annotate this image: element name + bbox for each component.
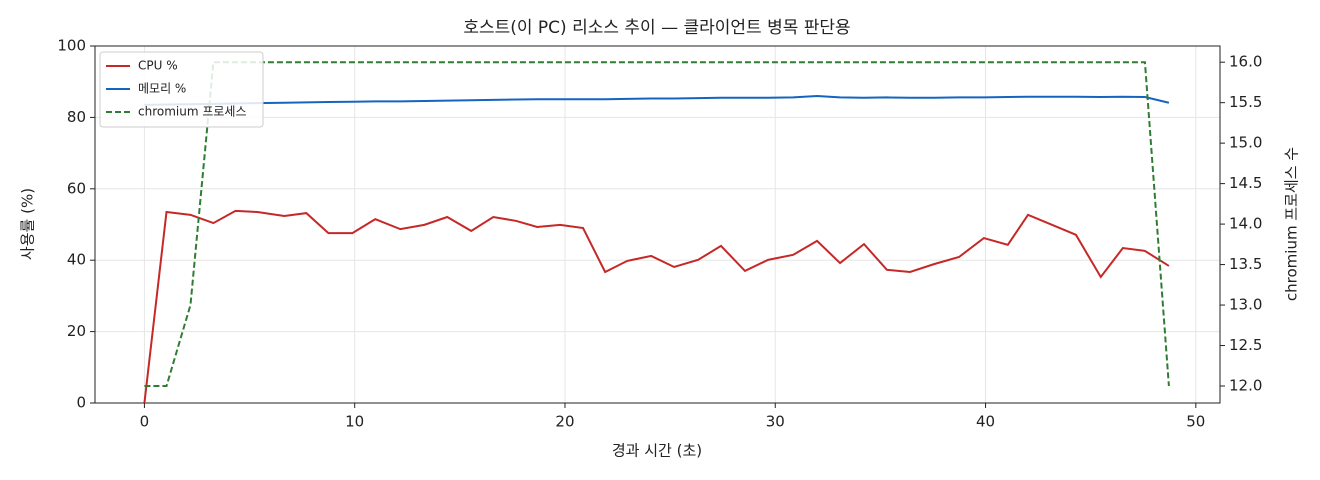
series-line — [144, 61, 1170, 387]
legend-label: chromium 프로세스 — [138, 105, 247, 119]
x-axis-label: 경과 시간 (초) — [612, 442, 702, 460]
x-tick-label: 40 — [976, 413, 995, 431]
y2-tick-label: 14.5 — [1229, 174, 1262, 192]
x-tick-label: 0 — [140, 413, 150, 431]
y-tick-label: 20 — [67, 322, 86, 340]
y2-tick-label: 15.0 — [1229, 134, 1262, 152]
x-tick-label: 10 — [345, 413, 364, 431]
x-tick-label: 30 — [766, 413, 785, 431]
y-tick-label: 80 — [67, 108, 86, 126]
chart-title: 호스트(이 PC) 리소스 추이 — 클라이언트 병목 판단용 — [463, 18, 850, 38]
legend: CPU % 메모리 % chromium 프로세스 — [99, 51, 264, 128]
legend-label: CPU % — [138, 59, 178, 73]
y-tick-label: 40 — [67, 251, 86, 269]
y2-tick-label: 13.0 — [1229, 296, 1262, 314]
plot-frame — [94, 45, 1221, 404]
legend-box — [99, 51, 264, 128]
x-tick-label: 20 — [555, 413, 574, 431]
series-line — [144, 94, 1170, 106]
y2-tick-label: 13.5 — [1229, 255, 1262, 273]
y-tick-label: 60 — [67, 179, 86, 197]
y2-axis-label: chromium 프로세스 수 — [1283, 147, 1301, 301]
y2-tick-label: 15.5 — [1229, 93, 1262, 111]
y2-tick-label: 12.5 — [1229, 336, 1262, 354]
series-line — [143, 209, 1170, 404]
y2-tick-label: 16.0 — [1229, 53, 1262, 71]
x-tick-label: 50 — [1186, 413, 1205, 431]
y-axis-label: 사용률 (%) — [19, 188, 37, 260]
y-tick-label: 100 — [57, 37, 86, 55]
y-tick-label: 0 — [76, 394, 86, 412]
legend-label: 메모리 % — [138, 82, 186, 96]
y2-tick-label: 12.0 — [1229, 377, 1262, 395]
y2-tick-label: 14.0 — [1229, 215, 1262, 233]
